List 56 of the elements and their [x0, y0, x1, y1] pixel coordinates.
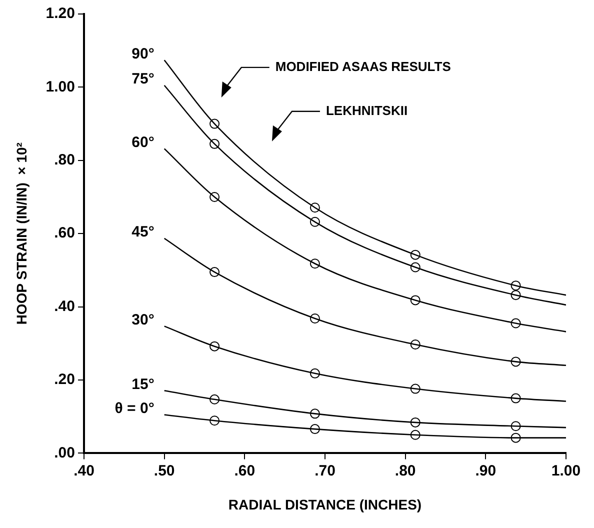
point — [510, 356, 521, 367]
x-tick-label: .50 — [154, 462, 175, 480]
y-tick-label: .60 — [54, 224, 75, 242]
point — [510, 432, 521, 443]
point — [510, 290, 521, 300]
point — [410, 262, 420, 272]
y-tick-label: 1.20 — [46, 5, 75, 22]
y-tick-label: .40 — [54, 298, 75, 315]
point — [410, 384, 420, 394]
y-axis-title: HOOP STRAIN (IN/IN) × 10² — [13, 142, 30, 325]
x-tick-label: .60 — [234, 462, 256, 480]
point — [310, 408, 320, 419]
y-tick-label: .80 — [54, 152, 75, 169]
series-label: 90° — [132, 45, 154, 62]
x-tick-label: .80 — [394, 462, 416, 480]
point — [310, 202, 320, 213]
point — [210, 416, 220, 426]
series-label: 45° — [132, 224, 154, 240]
point — [410, 340, 420, 350]
point — [210, 394, 220, 404]
x-tick-label: .90 — [475, 462, 496, 480]
point — [210, 192, 220, 202]
annotation: MODIFIED ASAAS RESULTS — [275, 59, 452, 74]
point — [210, 341, 220, 352]
series-label: 15° — [132, 376, 154, 393]
series-label: θ = 0° — [114, 400, 154, 417]
point — [510, 318, 521, 328]
x-tick-label: .40 — [74, 462, 94, 480]
line-series — [164, 326, 566, 402]
point — [310, 368, 320, 378]
x-axis-title: RADIAL DISTANCE (INCHES) — [228, 496, 422, 512]
point — [310, 424, 320, 434]
x-tick-label: 1.00 — [551, 462, 581, 480]
point — [410, 295, 420, 306]
series-label: 75° — [132, 70, 154, 88]
y-tick-label: 1.00 — [46, 78, 75, 96]
point — [310, 258, 320, 269]
point — [210, 267, 220, 278]
line-series — [164, 148, 566, 332]
point — [410, 417, 420, 428]
point — [510, 280, 521, 291]
y-tick-label: .00 — [54, 444, 75, 462]
point — [510, 393, 521, 404]
y-tick-label: .20 — [54, 371, 75, 388]
point — [210, 118, 220, 129]
point — [310, 314, 320, 324]
series-label: 60° — [132, 134, 154, 151]
x-tick-label: .70 — [314, 462, 336, 480]
point — [310, 216, 320, 227]
line-series — [164, 238, 566, 366]
point — [410, 250, 420, 260]
series-label: 30° — [132, 311, 154, 328]
point — [210, 138, 220, 149]
point — [510, 421, 521, 432]
point — [410, 430, 420, 440]
annotation: LEKHNITSKII — [326, 102, 408, 118]
